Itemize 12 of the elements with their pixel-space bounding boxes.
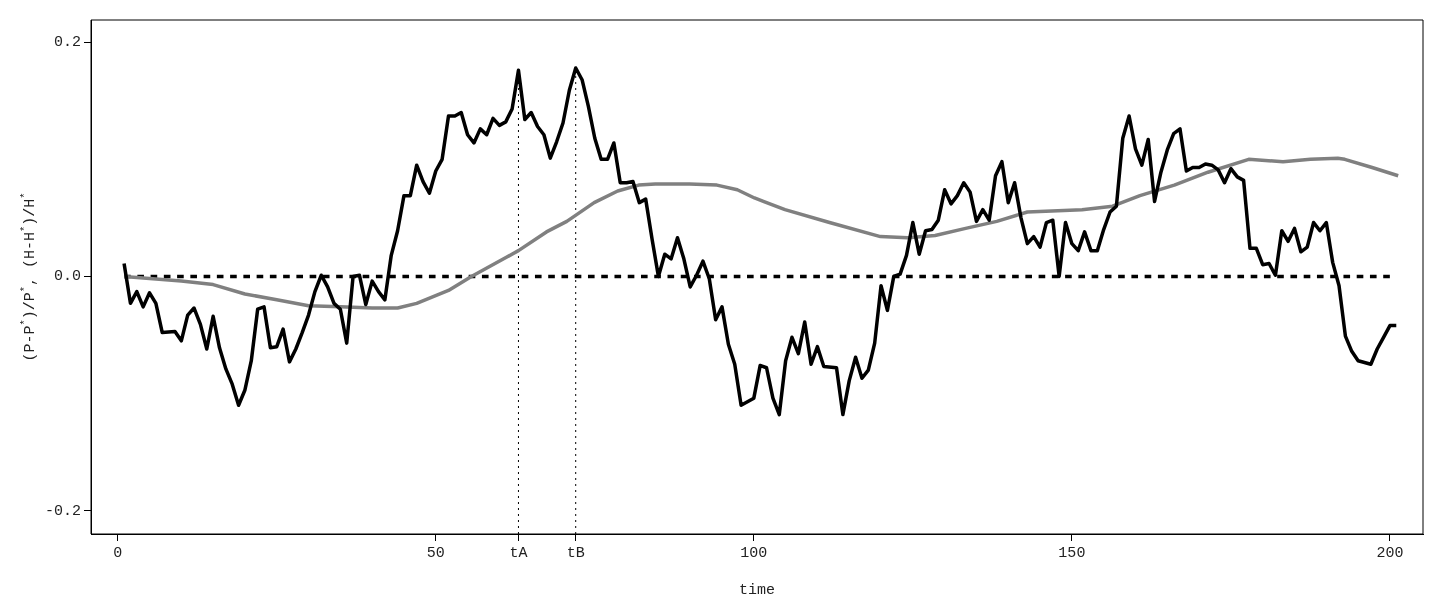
x-tick-label: tA <box>509 544 528 562</box>
x-tick-label: 0 <box>113 544 123 562</box>
y-tick-label: -0.2 <box>44 502 82 520</box>
x-tick-label: 200 <box>1376 544 1404 562</box>
x-axis-title: time <box>739 581 776 599</box>
y-tick-label: 0.0 <box>53 268 82 286</box>
x-tick-label: 50 <box>426 544 445 562</box>
y-axis-title: (P-P*)/P*, (H-H*)/H* <box>18 192 39 362</box>
x-tick-label: 100 <box>740 544 768 562</box>
y-tick-label: 0.2 <box>53 34 82 52</box>
x-tick-label: 150 <box>1058 544 1086 562</box>
x-tick-label: tB <box>566 544 585 562</box>
